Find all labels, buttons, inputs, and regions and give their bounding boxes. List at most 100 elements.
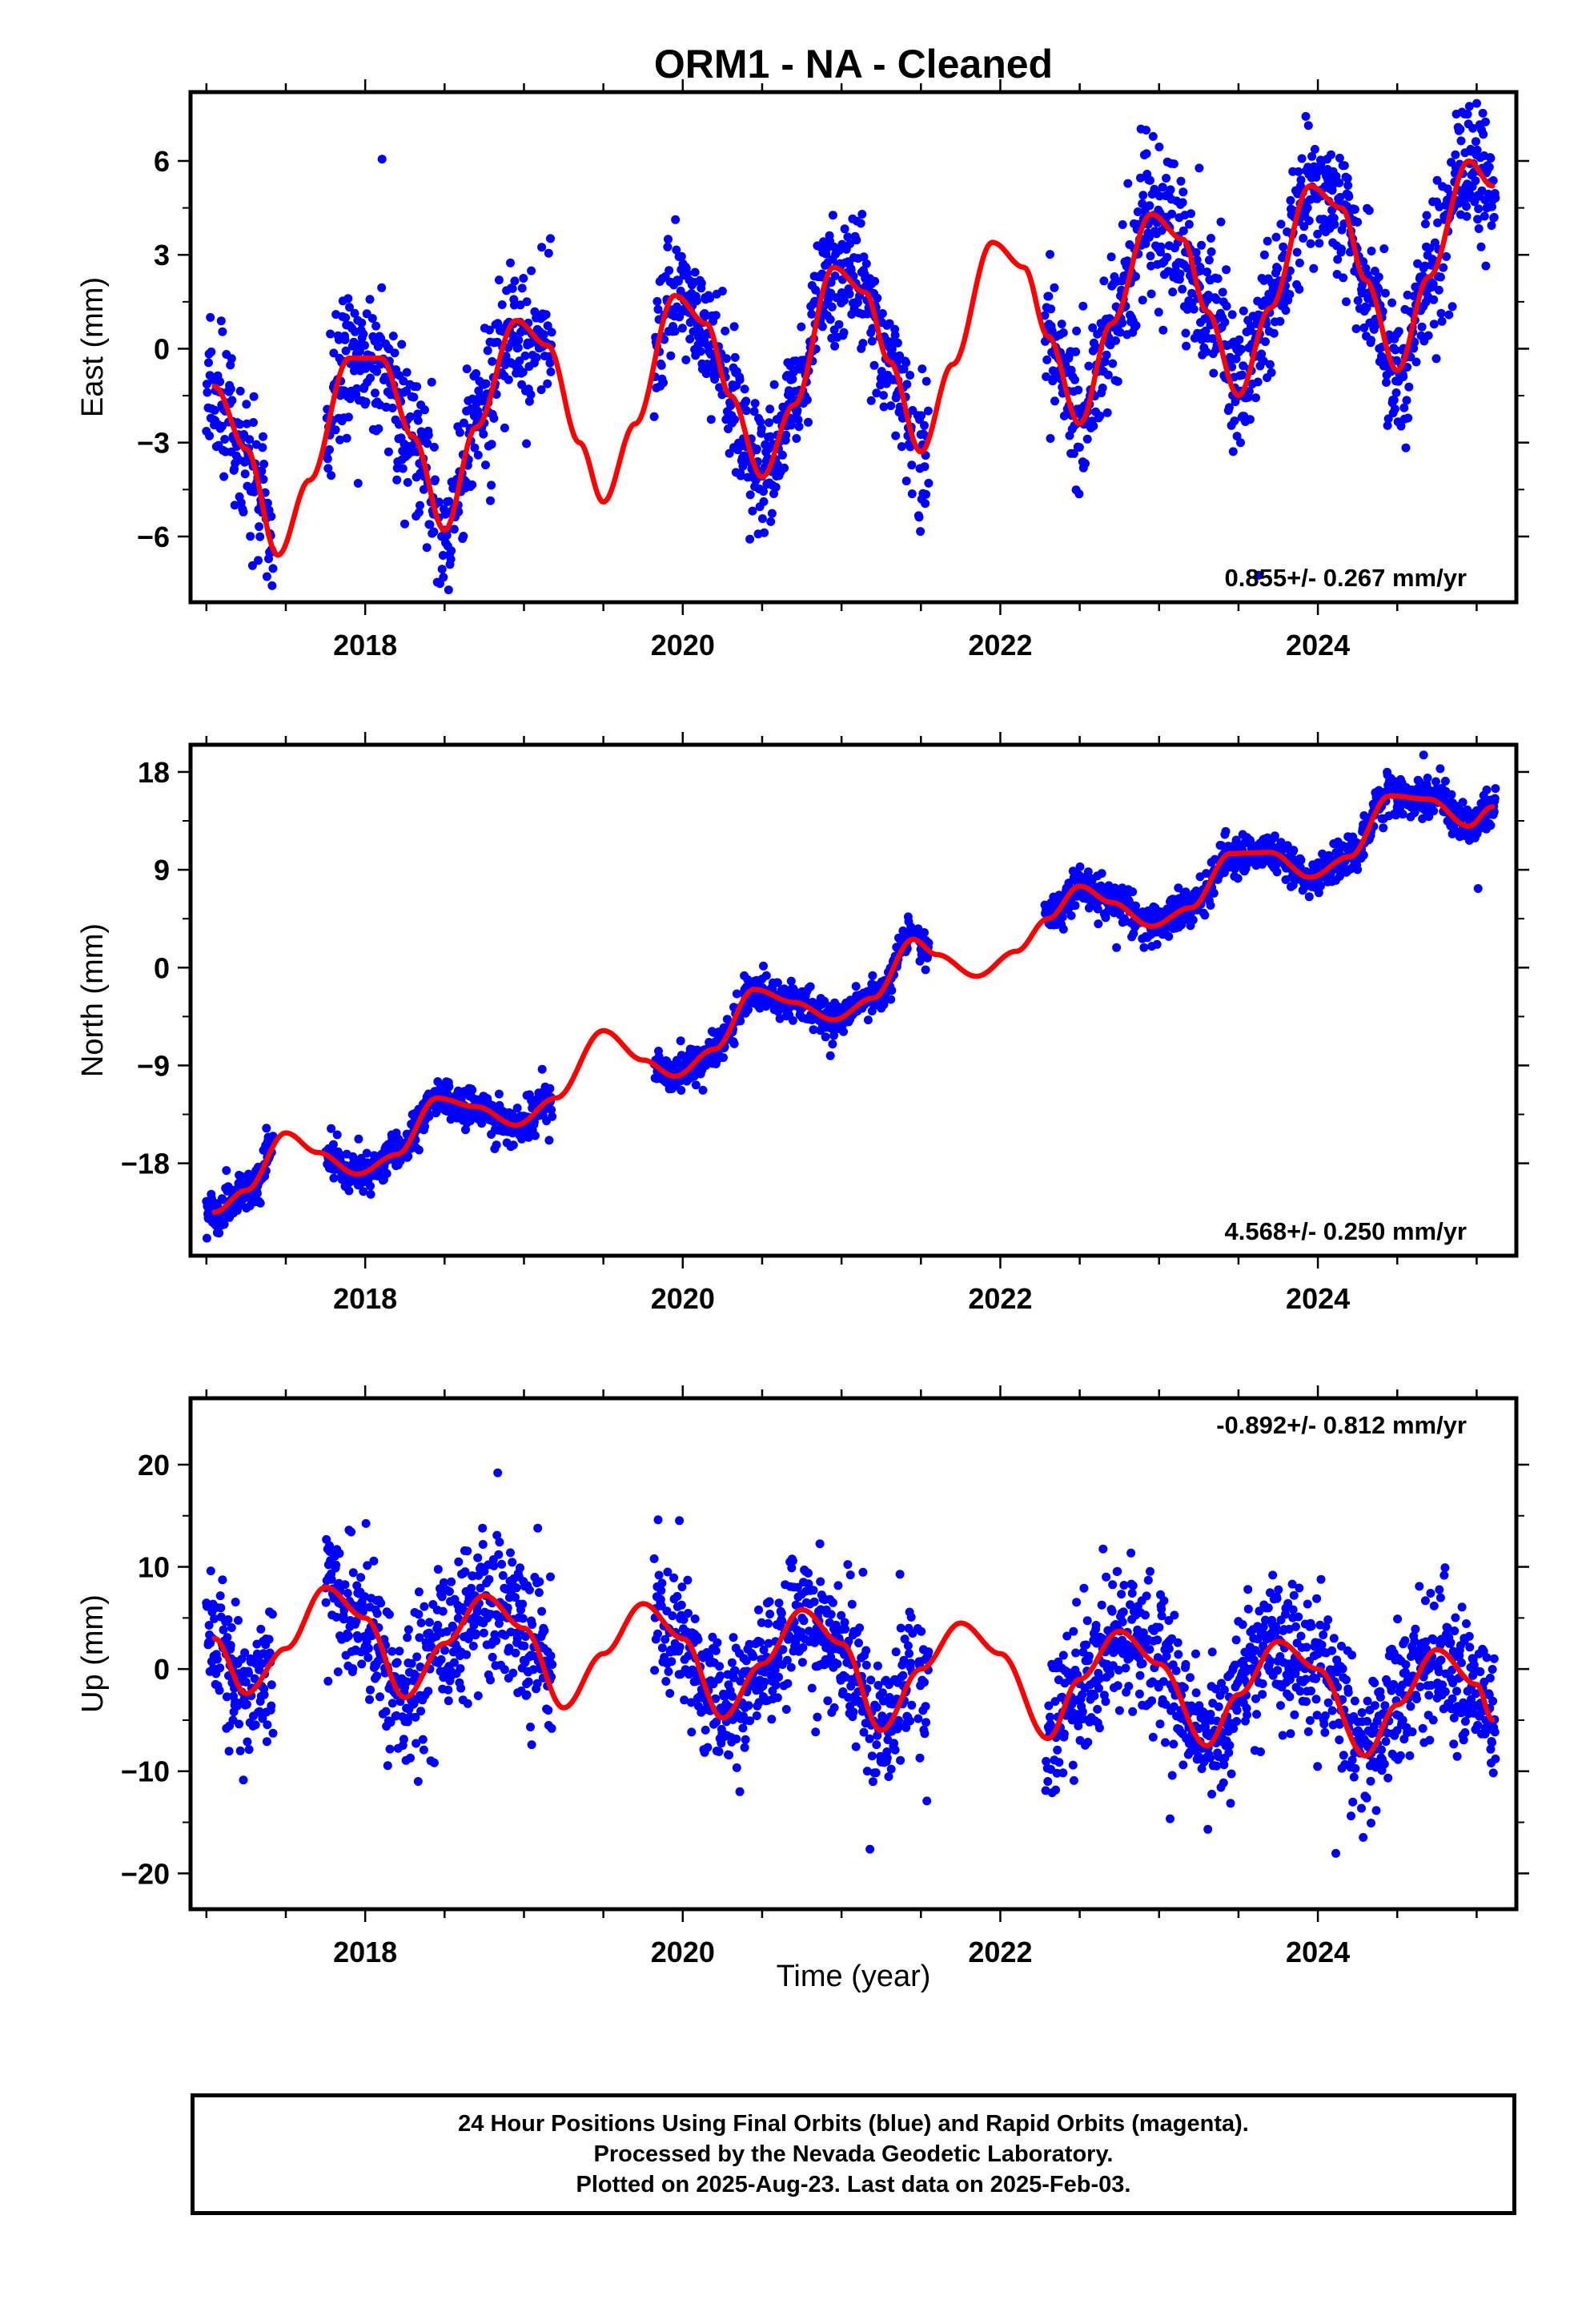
data-point — [1218, 287, 1227, 297]
data-point — [494, 1550, 504, 1559]
data-point — [504, 1643, 514, 1653]
data-point — [727, 1658, 737, 1667]
data-point — [1423, 331, 1433, 340]
data-point — [765, 432, 775, 441]
data-point — [1331, 171, 1341, 181]
data-point — [657, 1578, 667, 1588]
data-point — [729, 1039, 739, 1048]
data-point — [247, 561, 257, 570]
data-point — [1403, 290, 1412, 300]
data-point — [438, 551, 448, 560]
data-point — [1197, 240, 1207, 250]
data-point — [684, 1651, 693, 1660]
data-point — [1425, 243, 1435, 253]
data-point — [1431, 354, 1441, 364]
data-point — [1178, 226, 1188, 235]
data-point — [371, 388, 379, 398]
data-point — [404, 1625, 413, 1634]
data-point — [526, 390, 536, 400]
data-point — [215, 1686, 224, 1695]
data-point — [1168, 287, 1178, 297]
data-point — [732, 989, 741, 999]
data-point — [1342, 297, 1351, 307]
data-point — [402, 368, 412, 377]
data-point — [1482, 785, 1492, 794]
data-point — [786, 976, 796, 986]
data-point — [1176, 176, 1186, 186]
data-point — [712, 1717, 721, 1727]
data-point — [1202, 869, 1211, 879]
data-point — [472, 1607, 482, 1617]
data-point — [540, 1626, 549, 1635]
data-point — [1074, 443, 1084, 452]
data-point — [512, 1583, 521, 1593]
data-point — [267, 581, 277, 590]
data-point — [1458, 798, 1468, 807]
data-point — [212, 1655, 222, 1664]
data-point — [387, 1699, 397, 1708]
data-point — [223, 1633, 232, 1642]
data-point — [365, 295, 375, 304]
data-point — [887, 986, 897, 995]
data-point — [534, 1588, 544, 1598]
data-point — [498, 1570, 508, 1580]
data-point — [1304, 892, 1314, 902]
data-point — [769, 380, 779, 389]
data-point — [759, 961, 768, 971]
data-point — [735, 375, 745, 384]
data-point — [1490, 794, 1500, 803]
data-point — [363, 1653, 373, 1663]
data-point — [537, 1064, 547, 1074]
y-tick-label: −18 — [121, 1148, 170, 1180]
data-point — [1281, 306, 1291, 316]
data-point — [822, 243, 832, 253]
data-point — [1209, 888, 1219, 898]
y-tick-label: −3 — [137, 427, 170, 460]
data-point — [343, 1589, 352, 1598]
data-point — [362, 1148, 371, 1158]
data-point — [1162, 252, 1172, 262]
data-point — [1164, 931, 1174, 941]
data-point — [716, 1671, 725, 1681]
data-point — [1440, 776, 1450, 786]
data-point — [257, 1659, 267, 1668]
data-point — [1447, 302, 1457, 312]
data-point — [1103, 370, 1113, 380]
data-point — [256, 1624, 266, 1634]
data-point — [851, 982, 861, 991]
data-point — [1128, 887, 1138, 897]
data-point — [807, 309, 817, 319]
data-point — [522, 439, 532, 448]
data-point — [872, 388, 881, 398]
data-point — [470, 443, 480, 452]
data-point — [514, 336, 524, 345]
data-point — [242, 1699, 251, 1709]
data-point — [1253, 377, 1263, 387]
data-point — [403, 477, 412, 487]
data-point — [529, 1117, 539, 1127]
data-point — [675, 1516, 685, 1526]
data-point — [532, 1679, 542, 1688]
data-point — [1316, 159, 1326, 168]
data-point — [249, 418, 258, 427]
data-point — [326, 329, 335, 339]
data-point — [522, 297, 532, 307]
data-point — [456, 428, 464, 437]
data-point — [1158, 183, 1167, 192]
data-point — [1486, 821, 1496, 830]
data-point — [1294, 167, 1303, 176]
data-point — [1059, 411, 1069, 420]
data-point — [656, 1594, 665, 1604]
data-point — [486, 496, 495, 505]
data-point — [479, 1628, 488, 1638]
data-point — [524, 1677, 533, 1687]
data-point — [677, 1582, 687, 1592]
data-point — [360, 340, 369, 350]
data-point — [467, 1583, 476, 1593]
data-point — [1330, 219, 1339, 229]
data-point — [347, 1527, 356, 1537]
data-point — [262, 1737, 271, 1747]
data-point — [438, 1606, 448, 1616]
data-point — [1343, 174, 1352, 183]
